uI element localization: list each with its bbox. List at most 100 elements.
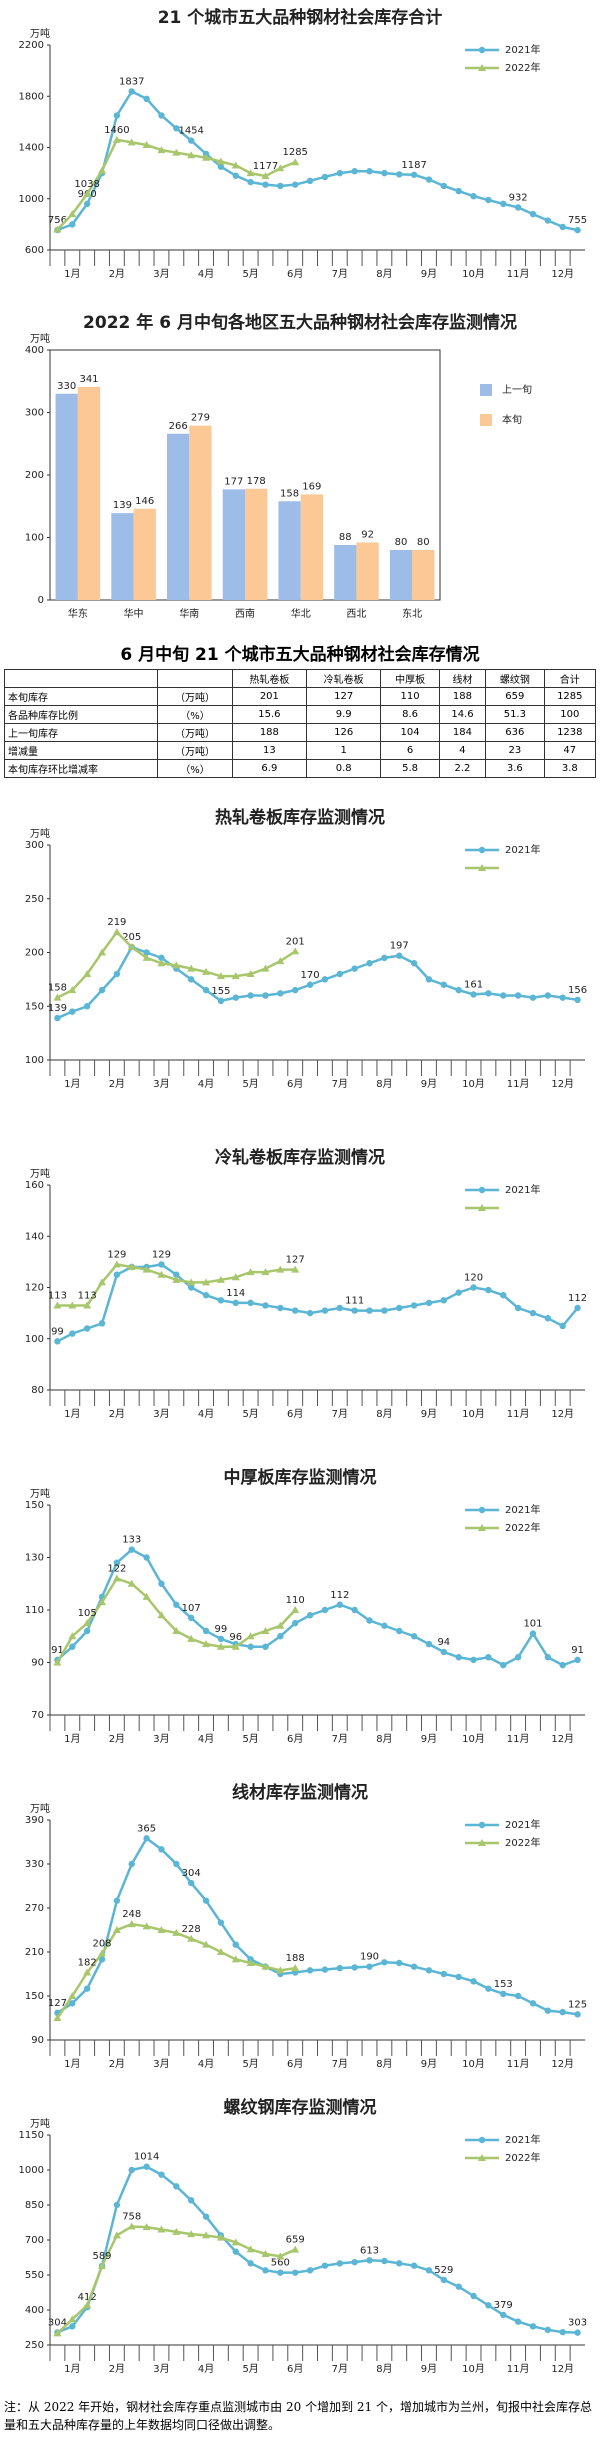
marker: [276, 1265, 285, 1273]
marker: [559, 2328, 566, 2336]
marker: [351, 168, 358, 175]
marker: [231, 1273, 240, 1281]
marker: [158, 954, 165, 962]
marker: [514, 2318, 522, 2325]
x-tick-label: 8月: [376, 268, 392, 280]
marker: [54, 1338, 61, 1345]
marker: [217, 997, 225, 1005]
footnote: 注：从 2022 年开始，钢材社会库存重点监测城市由 20 个增加到 21 个，…: [4, 2400, 592, 2432]
header-cell: [157, 669, 233, 688]
series-line: [56, 1263, 579, 1343]
x-tick-label: 9月: [421, 2363, 437, 2375]
marker: [158, 2171, 165, 2178]
marker: [53, 1301, 62, 1309]
marker: [216, 2233, 225, 2241]
marker: [306, 1612, 314, 1619]
cell: 3.8: [543, 759, 597, 778]
marker: [187, 2230, 196, 2238]
marker: [69, 1643, 76, 1650]
x-tick-label: 11月: [507, 1078, 530, 1090]
data-label: 129: [107, 1249, 126, 1260]
cell: 3.6: [485, 759, 545, 778]
bar: [334, 545, 357, 600]
data-label: 91: [571, 1645, 584, 1656]
y-tick-label: 100: [25, 533, 44, 544]
y-tick-label: 150: [25, 1500, 44, 1511]
marker: [485, 1985, 492, 1992]
marker: [559, 1661, 566, 1669]
marker: [202, 967, 211, 975]
x-tick-label: 11月: [507, 1733, 530, 1745]
marker: [455, 1973, 462, 1981]
marker: [128, 88, 135, 95]
table-row: 上一旬库存 （万吨） 188 126 104 184 636 1238: [3, 723, 597, 742]
marker: [336, 970, 343, 978]
data-label: 139: [113, 500, 132, 511]
legend-label: 2021年: [505, 43, 540, 56]
marker: [485, 990, 492, 997]
marker: [410, 1633, 418, 1640]
marker: [68, 1301, 77, 1309]
marker: [142, 1922, 151, 1930]
marker: [172, 961, 181, 969]
marker: [232, 172, 239, 179]
data-label: 303: [568, 2318, 587, 2329]
data-label: 1460: [104, 125, 129, 136]
marker: [410, 1302, 418, 1309]
marker: [158, 1261, 165, 1268]
data-label: 112: [568, 1293, 587, 1304]
data-label: 94: [437, 1637, 450, 1648]
y-tick-label: 250: [25, 2340, 44, 2351]
y-unit: 万吨: [30, 27, 50, 40]
marker: [291, 947, 300, 955]
cell: 184: [438, 723, 487, 742]
legend-label: 2021年: [505, 2133, 540, 2146]
x-tick-label: 华中: [124, 607, 144, 620]
marker: [113, 2201, 121, 2209]
marker: [98, 1949, 107, 1957]
marker: [440, 1648, 448, 1656]
x-tick-label: 1月: [64, 2363, 80, 2375]
data-label: 1014: [134, 2152, 159, 2163]
x-tick-label: 12月: [551, 1078, 574, 1090]
marker: [83, 1968, 92, 1976]
x-tick-label: 4月: [198, 1733, 214, 1745]
marker: [142, 1592, 151, 1600]
series-line: [56, 2225, 296, 2335]
x-tick-label: 6月: [287, 1408, 303, 1420]
x-tick-label: 12月: [551, 1733, 574, 1745]
legend-marker: [478, 1524, 486, 1531]
marker: [232, 1941, 239, 1948]
marker: [455, 187, 462, 195]
marker: [321, 1966, 329, 1973]
marker: [574, 2011, 581, 2018]
marker: [53, 1658, 62, 1666]
x-tick-label: 6月: [287, 2058, 303, 2070]
marker: [277, 182, 284, 190]
data-label: 932: [509, 192, 528, 203]
marker: [514, 204, 522, 211]
cell: 13: [231, 741, 308, 760]
x-tick-label: 3月: [153, 2363, 169, 2375]
x-tick-label: 6月: [287, 1733, 303, 1745]
marker: [410, 1963, 418, 1970]
marker: [202, 1627, 210, 1635]
chart-title: 中厚板库存监测情况: [224, 1467, 377, 1488]
marker: [98, 986, 106, 994]
x-tick-label: 2月: [109, 2363, 125, 2375]
marker: [83, 189, 92, 197]
marker: [202, 1291, 210, 1299]
y-tick-label: 140: [25, 1231, 44, 1242]
table-title: 6 月中旬 21 个城市五大品种钢材社会库存情况: [120, 645, 480, 665]
marker: [128, 1860, 135, 1868]
marker: [142, 1265, 151, 1273]
marker: [381, 954, 388, 962]
marker: [291, 2245, 300, 2253]
x-tick-label: 华北: [291, 607, 311, 620]
stock-table: 6 月中旬 21 个城市五大品种钢材社会库存情况 热轧卷板 冷轧卷板 中厚板 线材 螺纹…: [3, 640, 597, 778]
marker: [396, 1304, 403, 1312]
marker: [246, 169, 255, 177]
header-cell: 冷轧卷板: [306, 669, 382, 688]
data-label: 122: [107, 1564, 126, 1575]
